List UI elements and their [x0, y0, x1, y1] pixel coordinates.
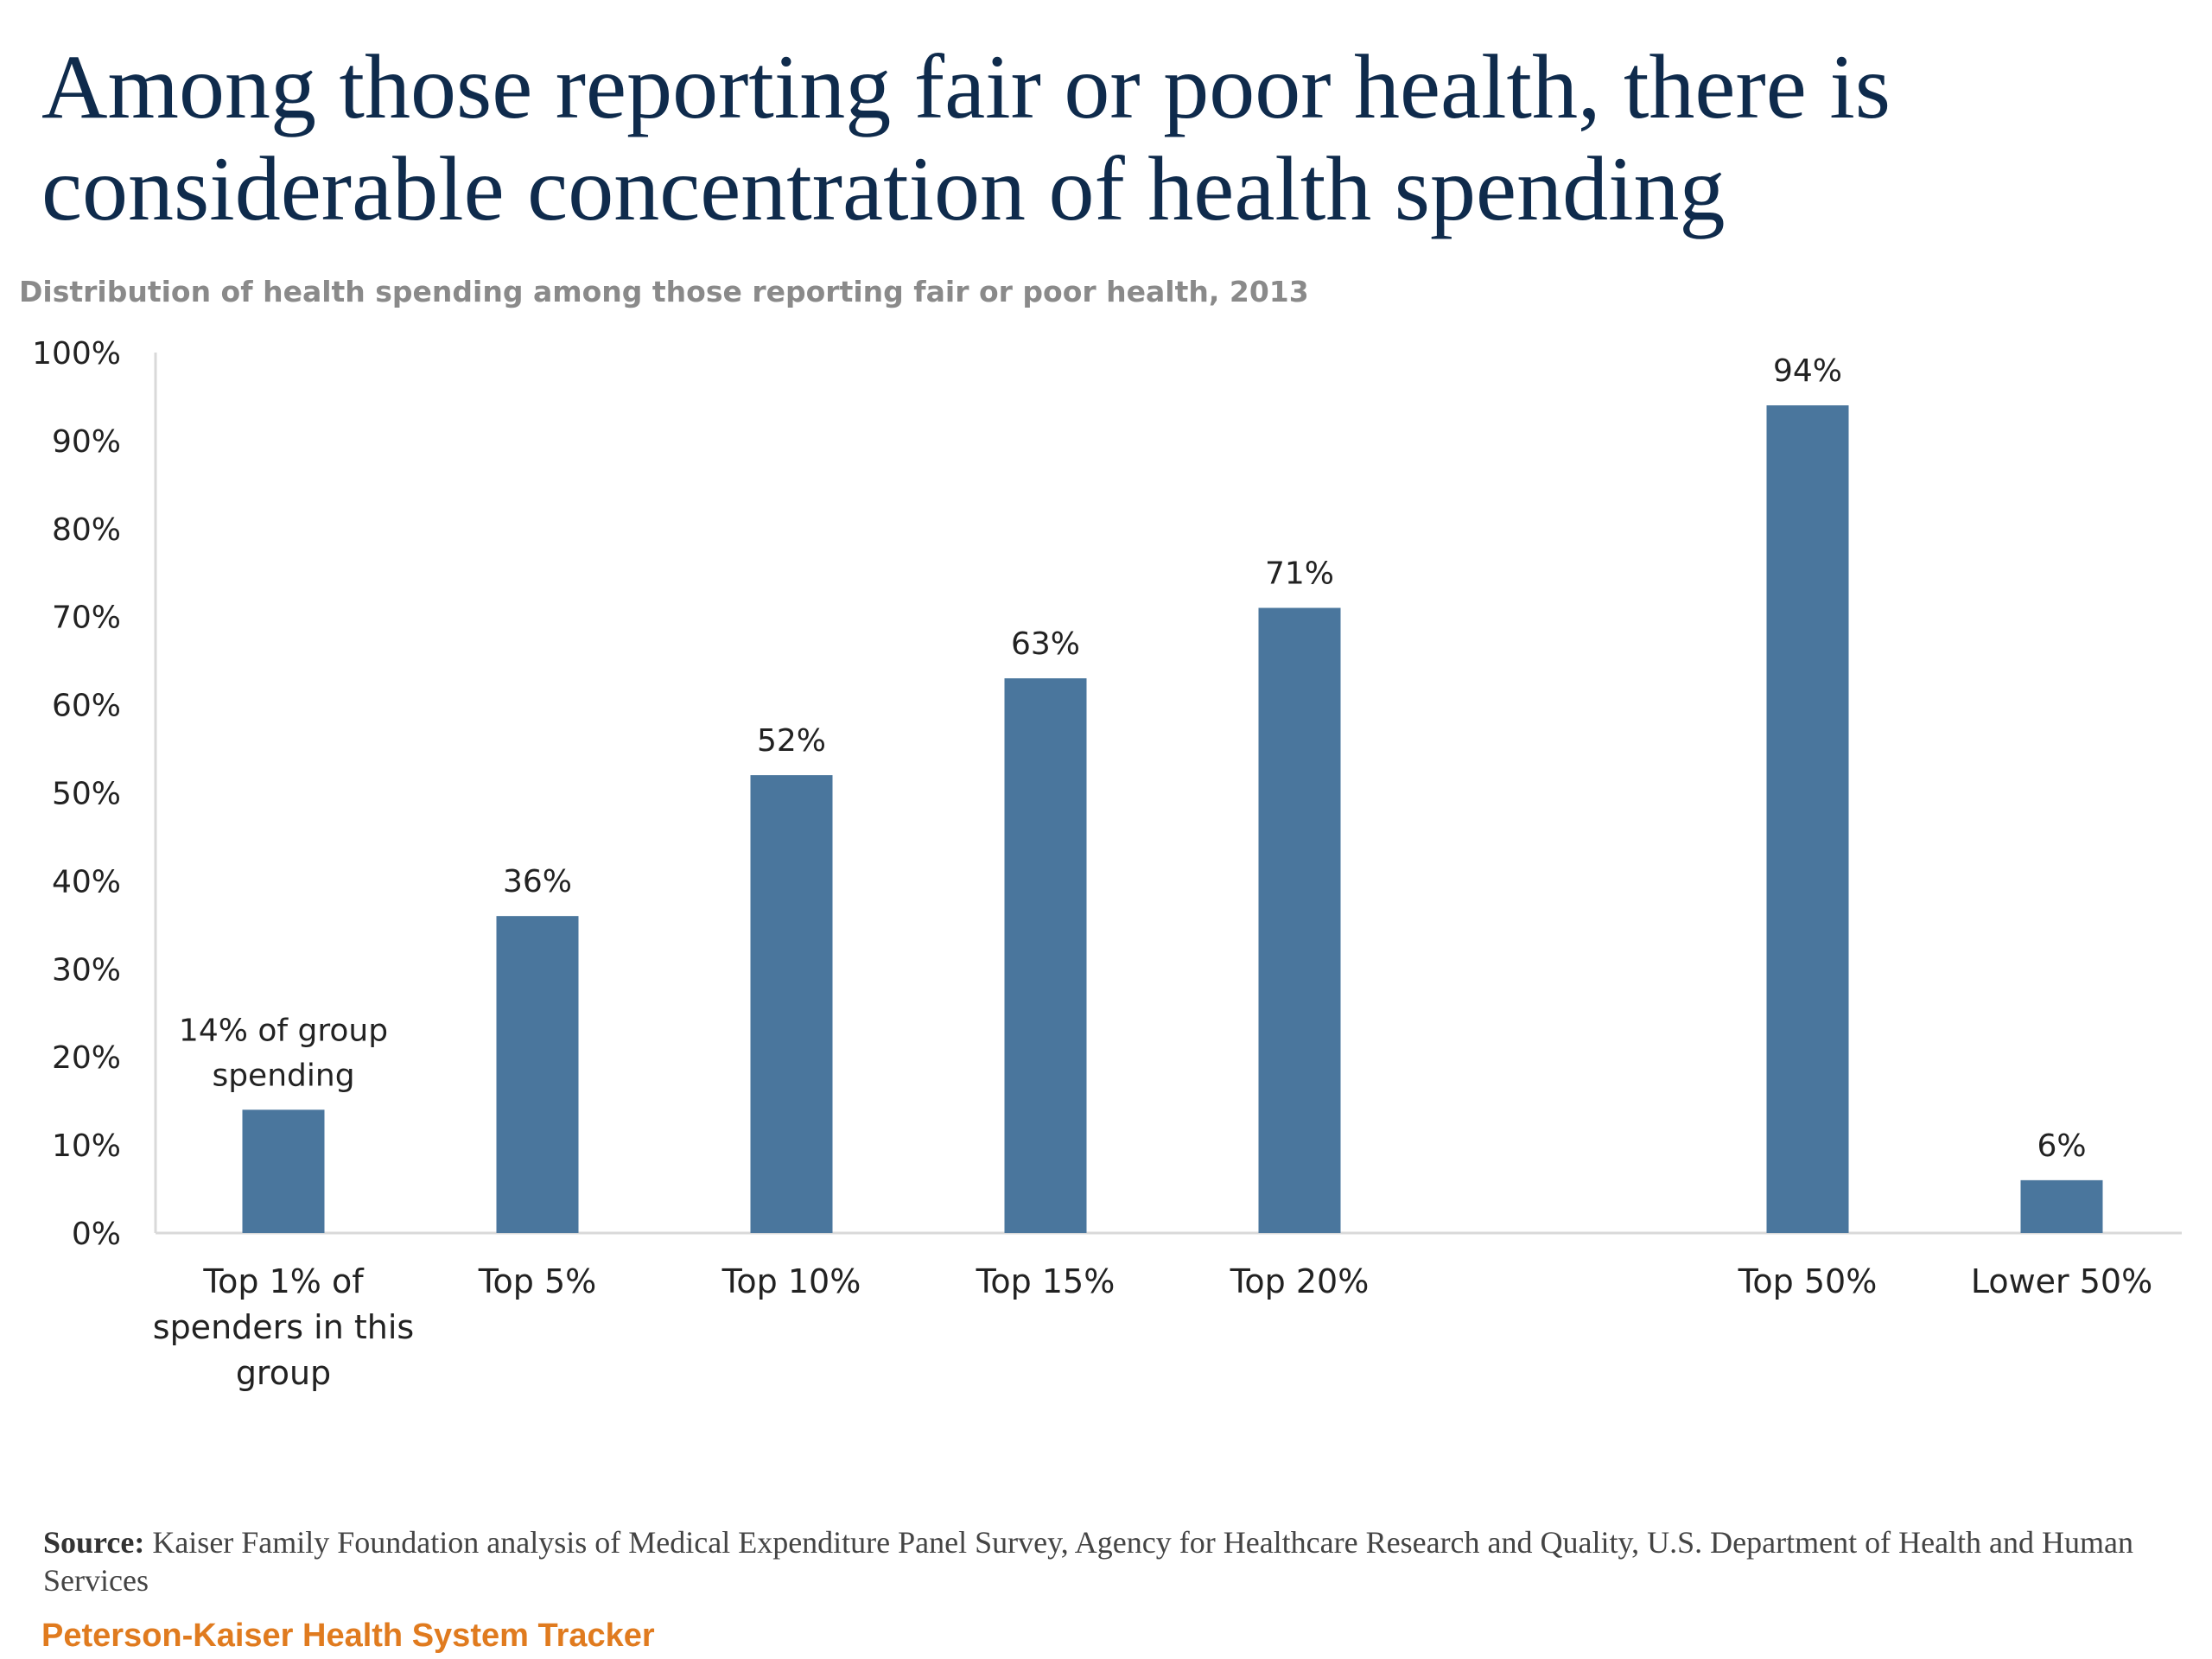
bar: [496, 916, 579, 1233]
x-tick-label: Top 50%: [1738, 1262, 1878, 1300]
source-text: Kaiser Family Foundation analysis of Med…: [43, 1525, 2134, 1598]
y-tick-label: 90%: [52, 424, 121, 460]
x-tick-label: Top 1% of: [202, 1262, 365, 1300]
data-label: 14% of group: [179, 1013, 388, 1048]
x-tick-label: Top 15%: [976, 1262, 1116, 1300]
y-axis-tick-labels: 0% 10% 20% 30% 40% 50% 60% 70% 80% 90% 100%: [32, 336, 121, 1252]
chart-title: Among those reporting fair or poor healt…: [41, 36, 1891, 239]
y-tick-label: 20%: [52, 1040, 121, 1076]
source-label: Source:: [43, 1525, 145, 1560]
bar-chart: 0% 10% 20% 30% 40% 50% 60% 70% 80% 90% 100% 14% of…: [32, 336, 2182, 1392]
x-tick-label: spenders in this: [153, 1308, 414, 1346]
bar: [2020, 1179, 2103, 1233]
data-label: 71%: [1265, 556, 1334, 592]
bar: [1004, 678, 1087, 1233]
data-labels-group: 14% of group spending 36% 52% 63% 71% 94% 6%: [179, 353, 2087, 1164]
y-tick-label: 0%: [72, 1217, 121, 1252]
y-tick-label: 50%: [52, 777, 121, 812]
brand-footer: Peterson-Kaiser Health System Tracker: [41, 1618, 655, 1654]
x-tick-label: Lower 50%: [1971, 1262, 2152, 1300]
x-tick-label: Top 10%: [721, 1262, 861, 1300]
data-label: 52%: [757, 723, 826, 759]
data-label: 63%: [1011, 626, 1080, 662]
bar: [1258, 607, 1341, 1233]
x-tick-label: Top 20%: [1230, 1262, 1370, 1300]
bar: [1766, 405, 1849, 1233]
data-label: 94%: [1773, 353, 1842, 389]
bar: [242, 1109, 325, 1233]
x-axis-tick-labels: Top 1% of spenders in this group Top 5% Top …: [153, 1262, 2152, 1392]
x-tick-label: group: [236, 1354, 331, 1392]
y-tick-label: 60%: [52, 689, 121, 724]
source-note: Source: Kaiser Family Foundation analysi…: [43, 1523, 2177, 1599]
y-tick-label: 70%: [52, 601, 121, 636]
chart-subtitle: Distribution of health spending among th…: [19, 275, 1309, 308]
bars-group: [242, 405, 2103, 1233]
data-label: 36%: [503, 864, 572, 899]
data-label: spending: [212, 1058, 354, 1093]
bar: [750, 775, 833, 1233]
y-tick-label: 10%: [52, 1128, 121, 1164]
y-tick-label: 100%: [32, 336, 121, 372]
x-tick-label: Top 5%: [478, 1262, 597, 1300]
y-tick-label: 40%: [52, 864, 121, 899]
data-label: 6%: [2037, 1128, 2086, 1164]
y-tick-label: 30%: [52, 952, 121, 988]
y-tick-label: 80%: [52, 512, 121, 548]
